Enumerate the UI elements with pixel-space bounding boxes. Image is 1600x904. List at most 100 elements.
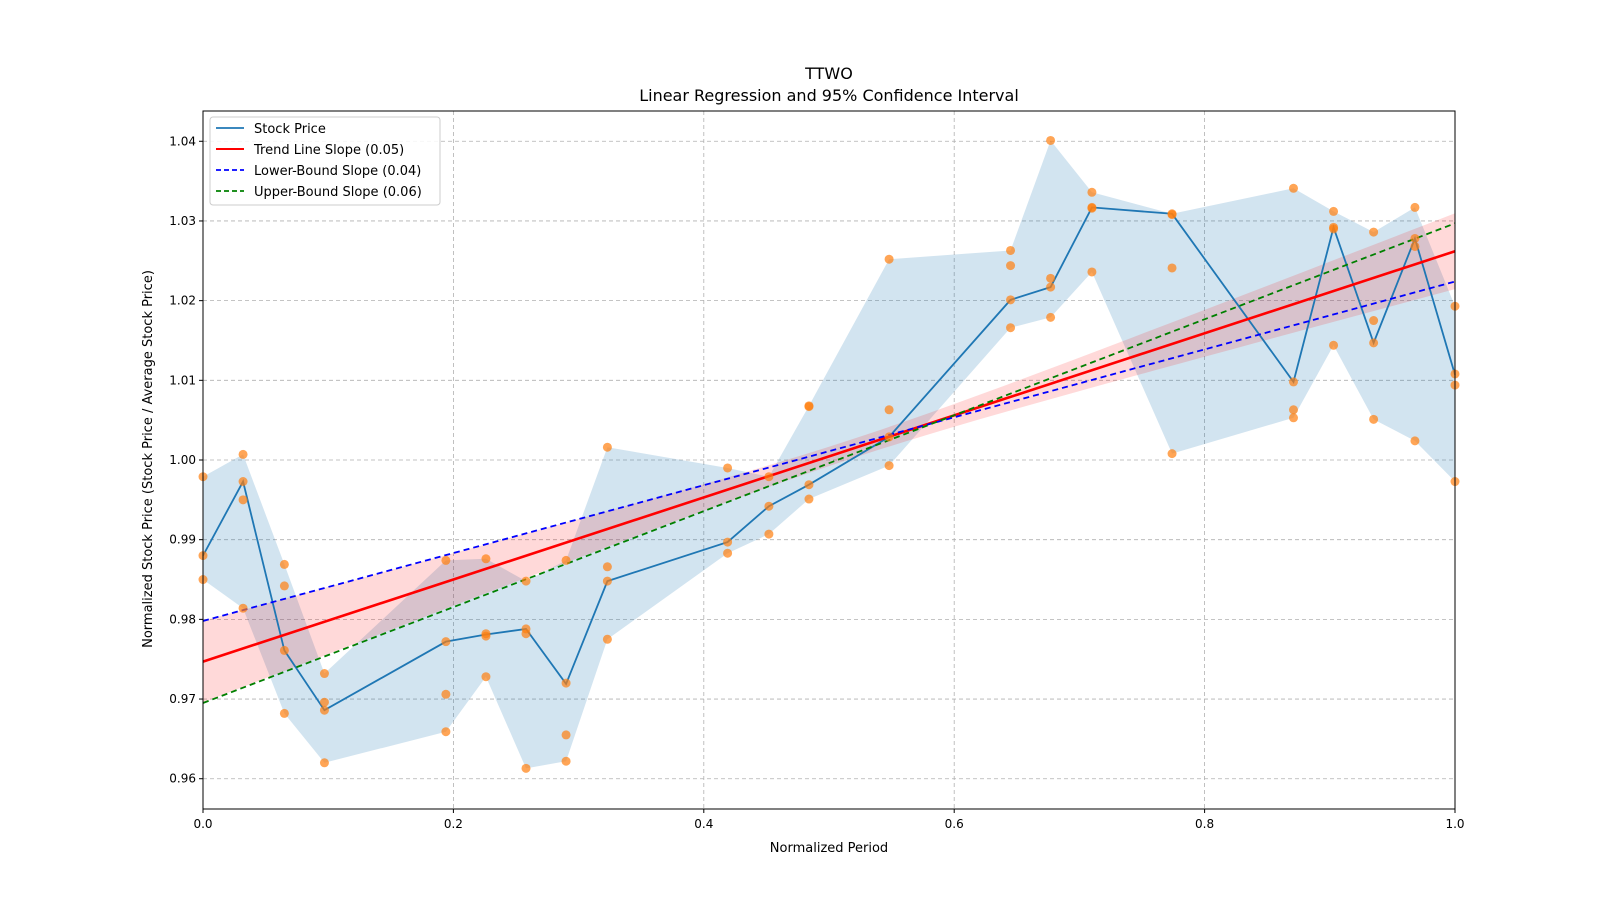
legend: Stock Price Trend Line Slope (0.05) Lowe… [209, 116, 441, 206]
x-tick-label: 1.0 [1445, 817, 1464, 831]
data-point [561, 730, 571, 740]
data-point [804, 494, 814, 504]
data-point [481, 554, 491, 564]
data-point [481, 672, 491, 682]
scatter-points [198, 135, 1460, 773]
data-point [1087, 267, 1097, 277]
data-point [521, 629, 531, 639]
data-point [319, 758, 329, 768]
data-point [1329, 340, 1339, 350]
data-point [1167, 263, 1177, 273]
price-range-band [203, 140, 1455, 769]
stock-price-line [202, 206, 1456, 712]
data-point [319, 705, 329, 715]
x-tick-label: 0.2 [444, 817, 463, 831]
data-point [561, 678, 571, 688]
legend-label-lower: Lower-Bound Slope (0.04) [254, 164, 421, 179]
y-tick-label: 0.98 [169, 612, 196, 626]
data-point [441, 689, 451, 699]
data-point [561, 756, 571, 766]
data-point [1288, 413, 1298, 423]
upper-bound-line [202, 222, 1456, 704]
data-point [804, 402, 814, 412]
y-tick-label: 0.99 [169, 533, 196, 547]
data-point [602, 562, 612, 572]
data-point [1369, 338, 1379, 348]
y-tick-label: 1.03 [169, 214, 196, 228]
data-point [238, 603, 248, 613]
ticks: 0.0 0.2 0.4 0.6 0.8 1.0 0.96 0.97 0.98 0.99 1.00 1.… [169, 134, 1464, 831]
legend-box [209, 116, 441, 206]
data-point [884, 405, 894, 415]
trend-line [202, 250, 1456, 663]
data-point [1006, 323, 1016, 333]
data-point [1167, 210, 1177, 220]
data-point [319, 697, 329, 707]
y-tick-label: 0.96 [169, 772, 196, 786]
data-point [1410, 233, 1420, 243]
x-axis-label: Normalized Period [770, 841, 888, 856]
y-tick-label: 0.97 [169, 692, 196, 706]
data-point [764, 501, 774, 511]
data-point [1369, 316, 1379, 326]
data-point [602, 576, 612, 586]
lines [202, 206, 1456, 712]
data-point [764, 472, 774, 482]
data-point [1288, 377, 1298, 387]
chart-title: TTWO [804, 64, 853, 83]
x-tick-label: 0.4 [694, 817, 713, 831]
data-point [481, 631, 491, 641]
data-point [723, 537, 733, 547]
chart-subtitle: Linear Regression and 95% Confidence Int… [639, 86, 1019, 105]
data-point [319, 669, 329, 679]
x-tick-label: 0.8 [1195, 817, 1214, 831]
data-point [1046, 273, 1056, 283]
data-point [1369, 414, 1379, 424]
y-tick-label: 1.01 [169, 373, 196, 387]
x-tick-label: 0.6 [945, 817, 964, 831]
data-point [238, 495, 248, 505]
data-point [1006, 295, 1016, 305]
y-tick-label: 1.00 [169, 453, 196, 467]
data-point [804, 480, 814, 490]
data-point [1006, 245, 1016, 255]
data-point [1410, 202, 1420, 212]
y-axis-label: Normalized Stock Price (Stock Price / Av… [141, 270, 156, 648]
data-point [279, 559, 289, 569]
data-point [884, 461, 894, 471]
x-tick-label: 0.0 [193, 817, 212, 831]
data-point [1087, 203, 1097, 213]
bands [203, 140, 1455, 769]
data-point [561, 555, 571, 565]
data-point [1410, 436, 1420, 446]
data-point [1046, 312, 1056, 322]
legend-label-stock: Stock Price [254, 122, 326, 137]
data-point [884, 432, 894, 442]
confidence-interval-band [203, 213, 1455, 703]
data-point [884, 254, 894, 264]
data-point [441, 727, 451, 737]
data-point [441, 555, 451, 565]
data-point [521, 576, 531, 586]
data-point [723, 548, 733, 558]
data-point [521, 763, 531, 773]
data-point [1329, 206, 1339, 216]
y-tick-label: 1.04 [169, 134, 196, 148]
y-tick-label: 1.02 [169, 294, 196, 308]
data-point [238, 477, 248, 487]
lower-bound-line [202, 280, 1456, 622]
data-point [1288, 183, 1298, 193]
data-point [602, 634, 612, 644]
data-point [1288, 405, 1298, 415]
data-point [238, 449, 248, 459]
data-point [279, 645, 289, 655]
data-point [441, 637, 451, 647]
data-point [1329, 224, 1339, 234]
data-point [1369, 227, 1379, 237]
legend-label-upper: Upper-Bound Slope (0.06) [254, 185, 422, 200]
grid [202, 111, 1456, 809]
data-point [1046, 135, 1056, 145]
data-point [1087, 187, 1097, 197]
data-point [1046, 282, 1056, 292]
